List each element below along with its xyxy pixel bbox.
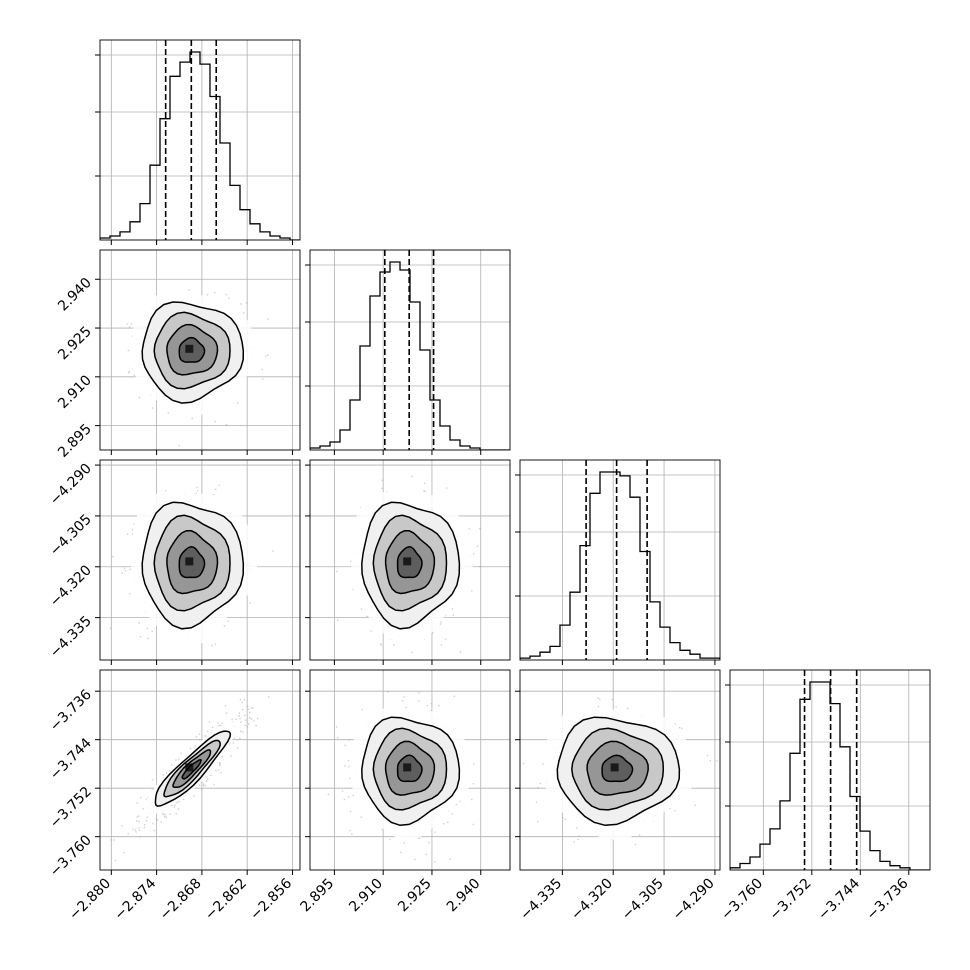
y-tick-label: 2.940: [55, 275, 95, 315]
density-peak: [185, 344, 194, 353]
scatter-layer: [327, 691, 475, 863]
density-contour: [372, 727, 448, 811]
density-contour: [178, 546, 206, 579]
scatter-panel-3-0: −2.880−2.874−2.868−2.862−2.856−3.760−3.7…: [47, 669, 301, 924]
density-peak: [185, 557, 194, 566]
x-tick-label: −3.736: [864, 875, 912, 923]
x-tick-label: −4.335: [517, 876, 565, 924]
density-contour: [586, 740, 649, 796]
x-tick-label: −2.868: [157, 876, 205, 924]
density-contour: [396, 754, 423, 783]
panel-frame: [309, 249, 511, 451]
scatter-layer: [110, 460, 274, 647]
x-tick-label: −4.290: [670, 876, 718, 924]
x-tick-label: 2.940: [444, 876, 484, 916]
panel-frame: [99, 249, 301, 451]
panel-frame: [519, 459, 721, 661]
scatter-layer: [336, 475, 481, 654]
x-tick-label: −4.320: [568, 876, 616, 924]
y-tick-label: −3.752: [47, 784, 95, 832]
scatter-layer: [110, 696, 270, 862]
scatter-panel-2-1: [305, 459, 511, 665]
histogram-step-line: [520, 471, 720, 660]
density-contour: [153, 514, 231, 612]
y-tick-label: −4.305: [47, 511, 95, 559]
panel-frame: [519, 669, 721, 871]
y-tick-label: −3.736: [47, 687, 95, 735]
scatter-panel-3-1: 2.895 2.910 2.925 2.940: [298, 669, 511, 916]
y-tick-label: −4.335: [47, 613, 95, 661]
panel-frame: [99, 669, 301, 871]
density-contour: [396, 546, 423, 579]
scatter-panel-1-0: 2.895 2.910 2.925 2.940: [55, 249, 301, 461]
density-contour: [361, 501, 461, 630]
y-tick-label: 2.925: [55, 324, 95, 364]
histogram-step-line: [310, 261, 510, 450]
density-contour: [172, 749, 212, 789]
histogram-panel-2: [515, 459, 721, 665]
histogram-panel-1: [305, 249, 511, 455]
density-contour: [181, 758, 202, 780]
histogram-panel-3: −3.760 −3.752 −3.744 −3.736: [718, 669, 931, 924]
histogram-step-line: [100, 51, 300, 240]
density-contour: [153, 311, 231, 390]
x-tick-label: −2.862: [202, 876, 250, 924]
histogram-panel-0: [95, 39, 301, 245]
x-tick-label: −2.874: [111, 875, 159, 923]
scatter-layer: [522, 697, 718, 846]
density-contour: [166, 323, 219, 376]
density-contour: [361, 716, 461, 827]
y-tick-label: −4.320: [47, 562, 95, 610]
density-contour: [141, 501, 245, 630]
density-contour: [384, 529, 436, 595]
density-contour: [166, 529, 219, 595]
y-tick-label: 2.895: [55, 421, 95, 461]
density-contour: [556, 716, 681, 827]
x-tick-label: −2.856: [247, 875, 295, 923]
y-tick-label: −3.760: [47, 832, 95, 880]
y-tick-label: −3.744: [47, 735, 95, 783]
x-tick-label: −2.880: [66, 876, 114, 924]
density-peak: [403, 763, 412, 772]
panel-frame: [309, 669, 511, 871]
x-tick-label: 2.925: [395, 876, 435, 916]
panel-frame: [99, 39, 301, 241]
scatter-layer: [126, 289, 269, 447]
density-contour: [384, 740, 436, 796]
density-contour: [154, 730, 232, 807]
scatter-panel-2-0: −4.335−4.320−4.305−4.290: [47, 459, 301, 665]
panel-frame: [309, 459, 511, 661]
y-tick-label: −4.290: [47, 461, 95, 509]
panel-frame: [729, 669, 931, 871]
density-contour: [163, 739, 221, 798]
density-contour: [372, 514, 448, 612]
panel-frame: [99, 459, 301, 661]
x-tick-label: −3.760: [718, 876, 766, 924]
density-contour: [601, 754, 634, 783]
x-tick-label: 2.910: [346, 876, 386, 916]
x-tick-label: −3.744: [815, 875, 863, 923]
scatter-panel-3-2: −4.335 −4.320 −4.305 −4.290: [515, 669, 721, 924]
density-contour: [178, 336, 206, 363]
density-contour: [141, 301, 245, 404]
density-peak: [403, 557, 412, 566]
x-tick-label: −4.305: [619, 876, 667, 924]
density-contour: [571, 727, 665, 811]
x-tick-label: 2.895: [298, 876, 338, 916]
x-tick-label: −3.752: [767, 876, 815, 924]
y-tick-label: 2.910: [55, 372, 95, 412]
density-peak: [610, 763, 619, 772]
